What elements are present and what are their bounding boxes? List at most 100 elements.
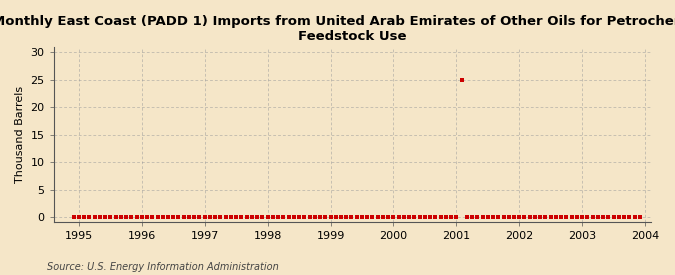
Point	[267, 215, 278, 219]
Point	[278, 215, 289, 219]
Point	[509, 215, 520, 219]
Point	[126, 215, 136, 219]
Point	[398, 215, 409, 219]
Point	[472, 215, 483, 219]
Point	[466, 215, 477, 219]
Point	[624, 215, 634, 219]
Text: Source: U.S. Energy Information Administration: Source: U.S. Energy Information Administ…	[47, 262, 279, 272]
Point	[231, 215, 242, 219]
Point	[262, 215, 273, 219]
Point	[257, 215, 268, 219]
Point	[394, 215, 404, 219]
Point	[309, 215, 320, 219]
Point	[304, 215, 315, 219]
Point	[377, 215, 388, 219]
Point	[215, 215, 226, 219]
Point	[519, 215, 530, 219]
Point	[115, 215, 126, 219]
Point	[409, 215, 420, 219]
Point	[163, 215, 173, 219]
Point	[105, 215, 115, 219]
Point	[535, 215, 545, 219]
Point	[142, 215, 153, 219]
Point	[419, 215, 430, 219]
Point	[362, 215, 373, 219]
Point	[530, 215, 541, 219]
Point	[273, 215, 284, 219]
Point	[425, 215, 435, 219]
Point	[299, 215, 310, 219]
Point	[593, 215, 603, 219]
Point	[629, 215, 640, 219]
Point	[556, 215, 566, 219]
Point	[487, 215, 498, 219]
Point	[220, 215, 231, 219]
Point	[294, 215, 304, 219]
Point	[561, 215, 572, 219]
Point	[598, 215, 609, 219]
Point	[121, 215, 132, 219]
Point	[483, 215, 493, 219]
Point	[236, 215, 247, 219]
Point	[493, 215, 504, 219]
Point	[576, 215, 587, 219]
Title: Monthly East Coast (PADD 1) Imports from United Arab Emirates of Other Oils for : Monthly East Coast (PADD 1) Imports from…	[0, 15, 675, 43]
Point	[441, 215, 452, 219]
Point	[477, 215, 488, 219]
Point	[136, 215, 147, 219]
Point	[341, 215, 352, 219]
Point	[210, 215, 221, 219]
Point	[404, 215, 414, 219]
Point	[315, 215, 325, 219]
Point	[551, 215, 562, 219]
Point	[352, 215, 362, 219]
Point	[320, 215, 331, 219]
Point	[514, 215, 524, 219]
Point	[184, 215, 194, 219]
Point	[68, 215, 79, 219]
Point	[456, 78, 467, 82]
Point	[446, 215, 456, 219]
Point	[504, 215, 514, 219]
Point	[634, 215, 645, 219]
Point	[178, 215, 189, 219]
Point	[335, 215, 346, 219]
Point	[199, 215, 210, 219]
Point	[430, 215, 441, 219]
Point	[435, 215, 446, 219]
Point	[100, 215, 111, 219]
Point	[373, 215, 383, 219]
Point	[582, 215, 593, 219]
Point	[194, 215, 205, 219]
Point	[451, 215, 462, 219]
Point	[346, 215, 357, 219]
Point	[89, 215, 100, 219]
Point	[545, 215, 556, 219]
Point	[189, 215, 200, 219]
Y-axis label: Thousand Barrels: Thousand Barrels	[15, 86, 25, 183]
Point	[152, 215, 163, 219]
Point	[74, 215, 84, 219]
Point	[325, 215, 336, 219]
Point	[587, 215, 598, 219]
Point	[462, 215, 472, 219]
Point	[383, 215, 394, 219]
Point	[288, 215, 299, 219]
Point	[388, 215, 399, 219]
Point	[356, 215, 367, 219]
Point	[608, 215, 619, 219]
Point	[246, 215, 257, 219]
Point	[79, 215, 90, 219]
Point	[95, 215, 105, 219]
Point	[205, 215, 215, 219]
Point	[367, 215, 378, 219]
Point	[84, 215, 95, 219]
Point	[131, 215, 142, 219]
Point	[330, 215, 341, 219]
Point	[241, 215, 252, 219]
Point	[173, 215, 184, 219]
Point	[157, 215, 168, 219]
Point	[619, 215, 630, 219]
Point	[498, 215, 509, 219]
Point	[225, 215, 236, 219]
